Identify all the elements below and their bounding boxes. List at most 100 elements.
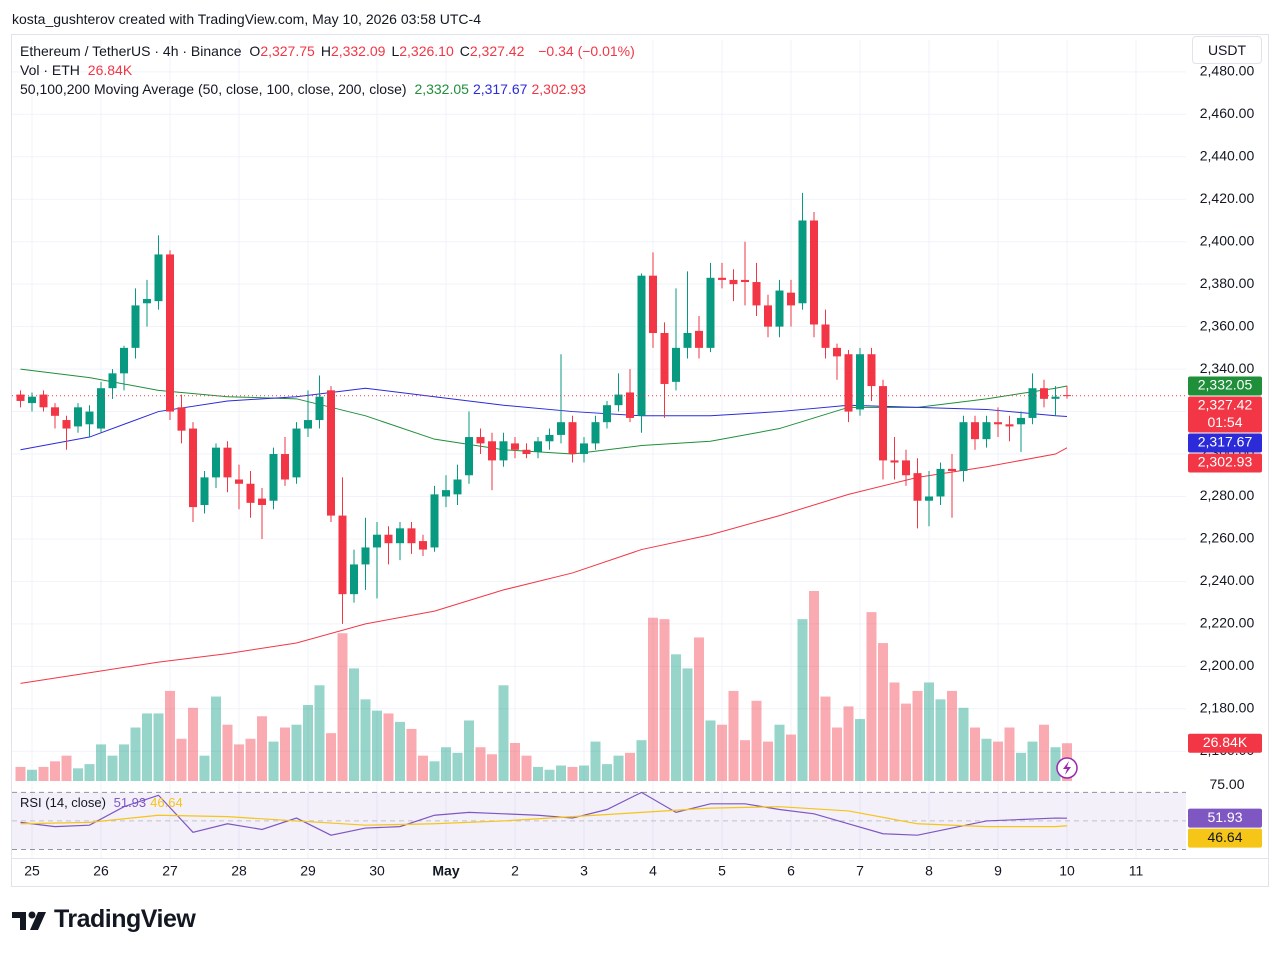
candle-body	[476, 437, 485, 444]
candle-body	[971, 422, 979, 440]
volume-bar	[901, 703, 911, 781]
y-tick-label: 2,420.00	[1200, 190, 1255, 206]
x-tick-label: 5	[718, 863, 726, 879]
ma-price-label-box	[1188, 433, 1262, 453]
y-tick-label: 2,180.00	[1200, 700, 1255, 716]
volume-bar	[786, 734, 796, 781]
x-tick-label: May	[432, 863, 459, 879]
y-tick-label: 2,360.00	[1200, 317, 1255, 333]
candle-body	[235, 479, 243, 484]
volume-bar	[211, 696, 221, 781]
volume-bar	[165, 690, 175, 781]
candle-body	[384, 534, 393, 544]
candle-body	[200, 477, 209, 505]
candle-body	[131, 305, 140, 348]
candle-body	[39, 394, 48, 408]
candle-body	[419, 541, 427, 550]
volume-bar	[1050, 747, 1061, 781]
volume-bar	[222, 724, 233, 781]
logo-part	[28, 911, 36, 919]
candle-body	[948, 468, 956, 472]
x-tick-label: 30	[369, 863, 385, 879]
candle-body	[511, 443, 519, 450]
volume-bar	[947, 690, 957, 781]
candle-body	[16, 394, 25, 401]
candle-body	[62, 420, 71, 429]
candle-body	[1040, 388, 1048, 399]
currency-button[interactable]: USDT	[1192, 36, 1262, 64]
rsi-line	[20, 791, 1068, 836]
volume-bar	[544, 769, 555, 781]
ohlc-value: 2,326.10	[399, 43, 454, 59]
legend-rsi: RSI (14, close) 51.93 46.64	[20, 794, 187, 812]
volume-bar	[889, 682, 900, 781]
candle-body	[695, 330, 703, 348]
candle-body	[1005, 424, 1014, 427]
volume-bar	[774, 724, 785, 781]
symbol-title: Ethereum / TetherUS · 4h · Binance	[20, 43, 242, 59]
volume-bar	[314, 685, 325, 781]
candle-body	[706, 277, 715, 348]
candle-body	[465, 437, 473, 476]
y-tick-label: 2,440.00	[1200, 147, 1255, 163]
ma-name: 50,100,200 Moving Average (50, close, 10…	[20, 81, 407, 97]
rsi-label-box	[1188, 828, 1262, 848]
volume-bar	[130, 727, 141, 781]
volume-bar	[878, 643, 888, 781]
volume-bar	[613, 755, 624, 781]
candle-body	[591, 422, 600, 444]
volume-bar	[257, 716, 267, 781]
ohlc-key: O	[249, 43, 261, 59]
candle-body	[361, 547, 370, 565]
volume-bar	[510, 743, 520, 781]
candle-body	[453, 479, 462, 495]
volume-bar	[326, 733, 336, 781]
volume-bar	[556, 765, 566, 781]
x-tick-label: 3	[580, 863, 588, 879]
rsi-label-box	[1188, 808, 1262, 828]
volume-bar	[590, 741, 601, 781]
candle-body	[189, 428, 197, 508]
candle-body	[913, 473, 922, 501]
candle-body	[959, 422, 968, 472]
rsi-value: 46.64	[150, 795, 183, 810]
legend-volume: Vol · ETH 26.84K	[20, 61, 136, 79]
candle-body	[557, 422, 565, 435]
x-tick-label: 26	[93, 863, 109, 879]
volume-bar	[27, 769, 37, 781]
candle-body	[798, 220, 807, 304]
volume-bar	[1004, 727, 1015, 781]
candle-body	[166, 254, 174, 412]
legend-symbol: Ethereum / TetherUS · 4h · Binance O2,32…	[20, 42, 639, 60]
y-tick-label: 2,380.00	[1200, 275, 1255, 291]
candle-body	[51, 407, 59, 416]
candle-body	[120, 347, 128, 374]
volume-bar	[751, 700, 762, 781]
volume-bar	[498, 685, 509, 781]
y-tick-label: 2,280.00	[1200, 487, 1255, 503]
rsi-line	[20, 806, 1068, 828]
candle-body	[614, 394, 623, 406]
volume-bar	[659, 619, 670, 781]
volume-bar	[602, 764, 612, 781]
volume-bar	[372, 710, 382, 781]
volume-bar	[924, 682, 934, 781]
candle-body	[338, 515, 347, 595]
volume-bar	[234, 744, 244, 781]
candle-body	[430, 494, 439, 548]
candle-body	[327, 390, 335, 516]
volume-bar	[291, 724, 302, 781]
volume-bar	[96, 744, 106, 781]
volume-bar	[107, 755, 118, 781]
ohlc-value: 2,327.75	[260, 43, 315, 59]
volume-bar	[740, 740, 750, 781]
volume-bar	[15, 766, 26, 781]
volume-bar	[349, 668, 359, 781]
x-tick-label: 6	[787, 863, 795, 879]
volume-bar	[383, 713, 394, 781]
ma-value: 2,317.67	[472, 81, 528, 97]
ma-price-label: 2,317.67	[1198, 434, 1253, 450]
candle-body	[350, 564, 358, 595]
ma-price-label: 2,302.93	[1198, 454, 1253, 470]
candle-body	[994, 422, 1002, 425]
